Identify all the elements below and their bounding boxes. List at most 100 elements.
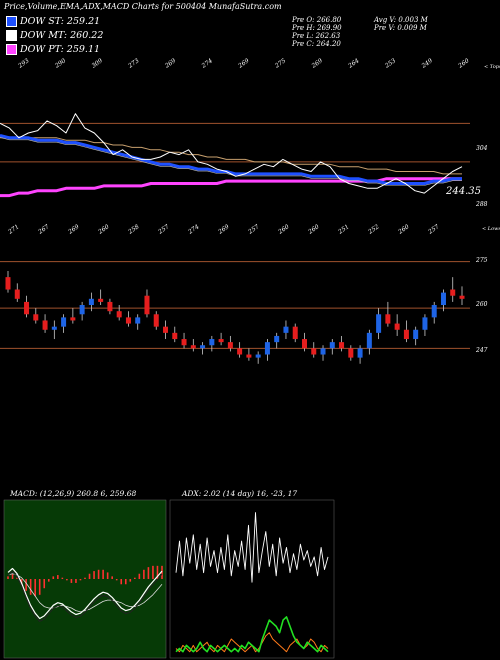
- low-label: 274: [186, 223, 200, 236]
- low-label: 260: [306, 223, 320, 236]
- info-prev-close: Pre C: 264.20: [292, 40, 341, 48]
- info-prev-open: Pre O: 266.80: [292, 16, 342, 24]
- candle-down: [24, 301, 30, 315]
- top-label: 269: [236, 57, 250, 70]
- axis-tick-304: 304: [476, 145, 488, 152]
- candle-down: [450, 289, 456, 296]
- candle-down: [190, 345, 196, 349]
- top-label: 264: [346, 57, 360, 70]
- top-label: 269: [310, 57, 324, 70]
- macd-header: MACD: (12,26,9) 260.8 6, 259.68: [9, 489, 136, 498]
- candle-down: [301, 339, 307, 349]
- info-prev-low: Pre L: 262.63: [292, 32, 341, 40]
- candle-down: [459, 295, 465, 299]
- candle-up: [274, 335, 280, 343]
- low-label: 267: [36, 223, 50, 236]
- candle-down: [246, 354, 252, 358]
- axis-label-lows: < Lows: [482, 226, 500, 232]
- candle-up: [255, 354, 261, 358]
- candle-up: [357, 348, 363, 358]
- candle-up: [440, 292, 446, 305]
- line-ema-short-edge: [0, 137, 462, 186]
- adx-header: ADX: 2.02 (14 day) 16, -23, 17: [181, 489, 297, 498]
- top-label: 269: [163, 57, 177, 70]
- low-label: 252: [366, 223, 380, 236]
- candle-down: [292, 326, 298, 340]
- top-label: 273: [126, 57, 140, 70]
- low-label: 260: [276, 223, 290, 236]
- candle-down: [98, 298, 104, 302]
- candle-up: [422, 317, 428, 330]
- candle-down: [311, 348, 317, 355]
- axis-tick-288: 288: [475, 201, 488, 208]
- line-ema-mid: [0, 137, 462, 175]
- candle-down: [339, 342, 345, 349]
- candle-up: [200, 345, 206, 349]
- low-label: 257: [156, 223, 170, 236]
- candle-down: [172, 332, 178, 340]
- candle-up: [79, 305, 85, 315]
- axis-tick-247: 247: [475, 347, 488, 354]
- line-ema-long: [0, 177, 462, 198]
- low-label: 258: [126, 223, 140, 236]
- candle-up: [329, 342, 335, 349]
- line-macd: [7, 567, 163, 620]
- low-label: 271: [6, 223, 20, 236]
- candle-down: [218, 339, 224, 343]
- candle-up: [51, 326, 57, 330]
- top-label: 275: [273, 57, 287, 70]
- candle-down: [348, 348, 354, 358]
- candle-up: [413, 329, 419, 340]
- low-label: 257: [426, 223, 440, 236]
- info-prev-volume: Pre V: 0.009 M: [374, 24, 427, 32]
- axis-tick-260: 260: [475, 301, 488, 308]
- candle-down: [385, 314, 391, 324]
- axis-tick-275: 275: [475, 257, 488, 264]
- candle-down: [144, 295, 150, 315]
- legend-dow-pt: DOW PT: 259.11: [6, 44, 100, 55]
- candle-down: [70, 317, 76, 321]
- low-label: 260: [396, 223, 410, 236]
- low-label: 251: [336, 223, 350, 236]
- line-ema-short: [0, 133, 462, 185]
- legend-label-mt: DOW MT: 260.22: [20, 30, 104, 41]
- candle-up: [264, 342, 270, 355]
- candle-up: [431, 305, 437, 318]
- info-avg-volume: Avg V: 0.003 M: [374, 16, 428, 24]
- low-label: 257: [246, 223, 260, 236]
- candle-down: [33, 314, 39, 321]
- top-label: 309: [90, 57, 104, 69]
- candle-down: [42, 320, 48, 330]
- candle-down: [394, 323, 400, 330]
- low-label: 260: [96, 223, 110, 236]
- candle-down: [403, 329, 409, 340]
- line-macd-shadow: [7, 571, 163, 622]
- candle-down: [116, 311, 122, 318]
- top-label: 274: [200, 57, 214, 70]
- legend-swatch-st: [6, 16, 17, 27]
- candle-up: [135, 317, 141, 324]
- legend-dow-mt: DOW MT: 260.22: [6, 30, 103, 41]
- top-label: 253: [383, 57, 397, 70]
- line-price: [0, 113, 463, 194]
- legend-dow-st: DOW ST: 259.21: [6, 16, 100, 27]
- candle-up: [283, 326, 289, 333]
- candle-down: [5, 277, 11, 290]
- top-label: 290: [53, 57, 67, 70]
- candle-down: [163, 326, 169, 333]
- chart-title: Price,Volume,EMA,ADX,MACD Charts for 500…: [4, 2, 282, 11]
- candle-down: [237, 348, 243, 355]
- top-label: 293: [16, 57, 30, 70]
- low-label: 269: [216, 223, 230, 236]
- legend-label-pt: DOW PT: 259.11: [20, 44, 101, 55]
- line-di-plus: [175, 616, 329, 653]
- candle-up: [61, 317, 67, 327]
- low-label: 269: [66, 223, 80, 236]
- candle-up: [376, 314, 382, 333]
- candle-down: [153, 314, 159, 327]
- top-label: 260: [456, 57, 470, 70]
- axis-label-tops: < Tops: [484, 64, 500, 70]
- candle-up: [366, 332, 372, 349]
- price-label-last: 244.35: [445, 186, 481, 197]
